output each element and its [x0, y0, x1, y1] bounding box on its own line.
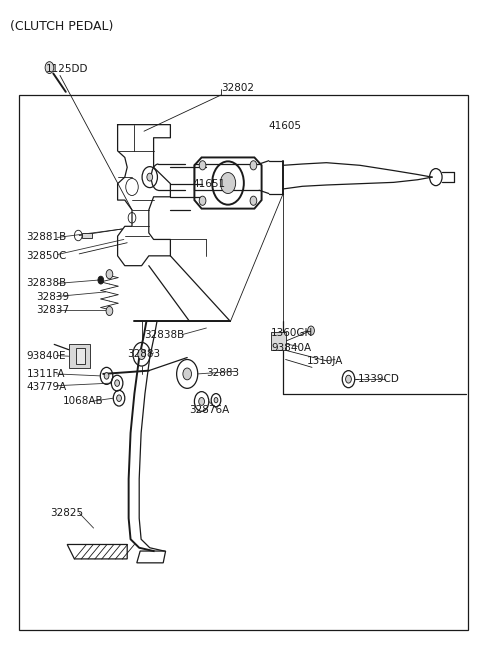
Circle shape	[115, 380, 120, 386]
Circle shape	[220, 173, 236, 194]
Text: 32883: 32883	[206, 367, 240, 378]
Circle shape	[147, 173, 153, 181]
Text: (CLUTCH PEDAL): (CLUTCH PEDAL)	[10, 20, 113, 33]
Text: 41651: 41651	[192, 178, 225, 189]
Text: 32850C: 32850C	[26, 251, 67, 261]
Circle shape	[250, 196, 257, 205]
Text: 32881B: 32881B	[26, 232, 67, 243]
Bar	[19, 95, 468, 630]
Circle shape	[214, 398, 218, 403]
Circle shape	[138, 349, 145, 359]
Text: 1068AB: 1068AB	[62, 396, 103, 407]
Circle shape	[104, 373, 109, 379]
Text: 32825: 32825	[50, 508, 84, 518]
Circle shape	[199, 398, 204, 405]
Text: 32838B: 32838B	[26, 278, 67, 289]
Text: 1125DD: 1125DD	[46, 64, 88, 74]
Text: 32838B: 32838B	[144, 329, 184, 340]
Bar	[69, 344, 90, 368]
Circle shape	[98, 276, 104, 284]
Text: 1310JA: 1310JA	[307, 356, 344, 366]
Text: 32802: 32802	[221, 83, 254, 93]
Bar	[271, 332, 286, 350]
Bar	[76, 348, 85, 364]
Circle shape	[45, 62, 54, 73]
Circle shape	[183, 368, 192, 380]
Bar	[82, 233, 92, 238]
Text: 93840E: 93840E	[26, 351, 66, 361]
Circle shape	[250, 161, 257, 170]
Text: 93840A: 93840A	[271, 342, 312, 353]
Circle shape	[346, 375, 351, 383]
Text: 32839: 32839	[36, 291, 69, 302]
Text: 32876A: 32876A	[190, 405, 230, 415]
Text: 1311FA: 1311FA	[26, 369, 65, 379]
Circle shape	[308, 326, 314, 335]
Text: 32837: 32837	[36, 304, 69, 315]
Text: 43779A: 43779A	[26, 382, 67, 392]
Circle shape	[199, 196, 206, 205]
Circle shape	[117, 395, 121, 401]
Text: 41605: 41605	[269, 121, 302, 131]
Text: 1360GH: 1360GH	[271, 328, 313, 338]
Circle shape	[106, 306, 113, 316]
Text: 1339CD: 1339CD	[358, 374, 399, 384]
Text: 32883: 32883	[127, 349, 160, 359]
Circle shape	[106, 270, 113, 279]
Circle shape	[199, 161, 206, 170]
